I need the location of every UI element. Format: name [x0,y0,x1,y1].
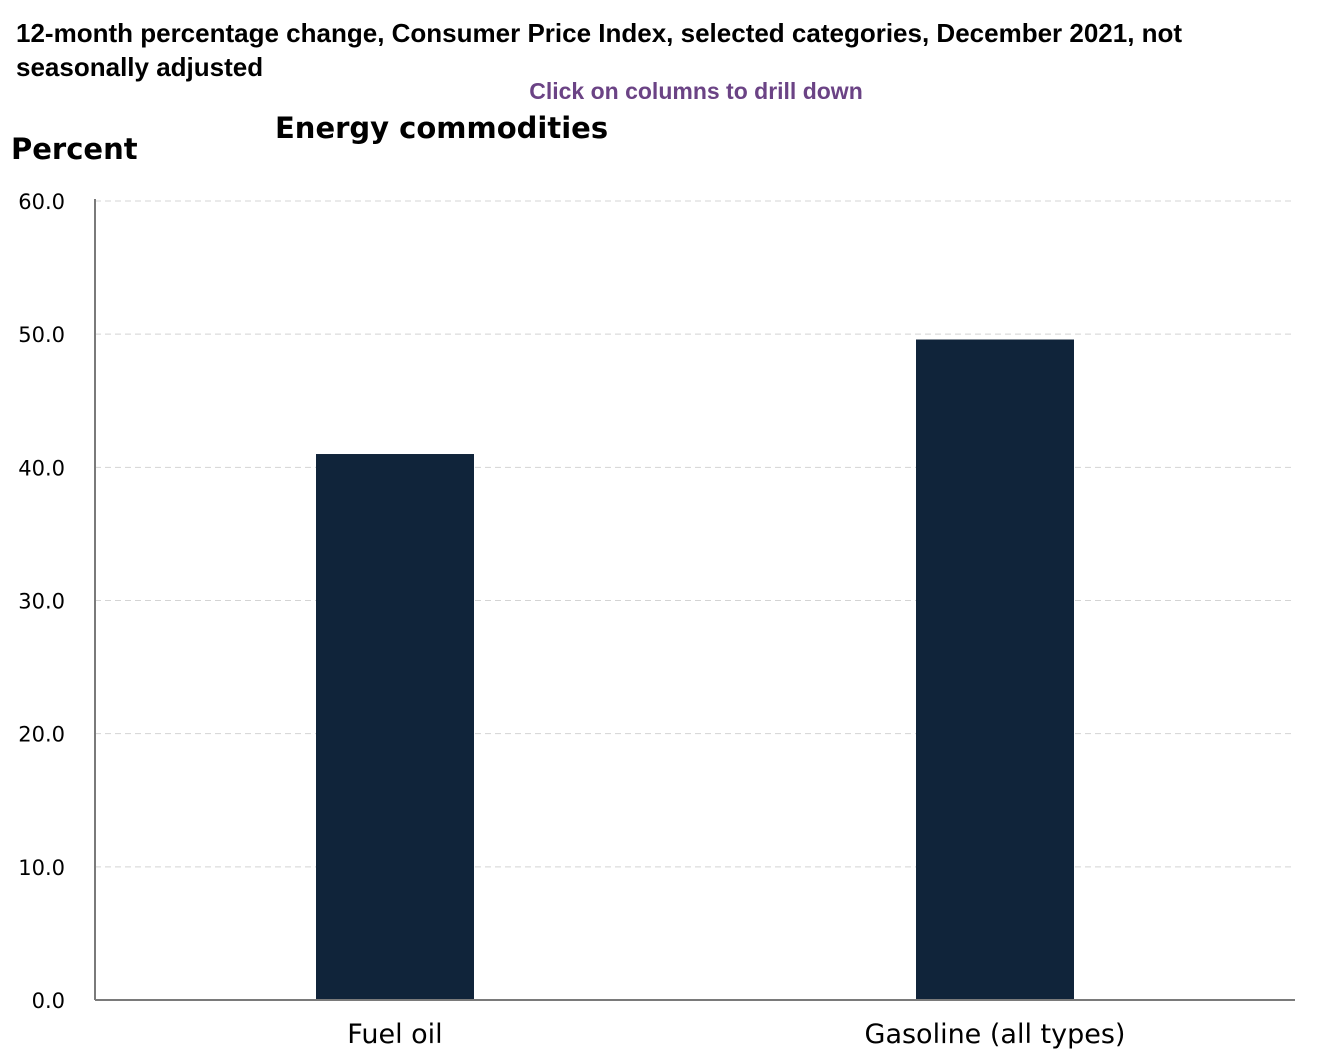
y-tick-label: 50.0 [18,323,65,347]
chart-subtitle: Energy commodities [275,111,609,145]
tick-labels: 0.0 10.0 20.0 30.0 40.0 50.0 60.0 Fuel oil Gasol… [18,190,1125,1050]
x-category-label: Gasoline (all types) [865,1019,1126,1050]
bar-gasoline-all-types[interactable] [916,339,1074,1000]
axes [94,199,1295,1001]
y-tick-label: 0.0 [32,989,65,1013]
bar-fuel-oil[interactable] [316,454,474,1000]
y-tick-label: 40.0 [18,456,65,480]
chart-title: 12-month percentage change, Consumer Pri… [16,18,1183,82]
gridlines [95,200,1295,868]
y-tick-label: 20.0 [18,723,65,747]
drill-down-hint: Click on columns to drill down [529,78,863,104]
y-tick-label: 10.0 [18,856,65,880]
bars [316,339,1074,1000]
x-category-label: Fuel oil [347,1019,442,1050]
y-tick-label: 30.0 [18,590,65,614]
y-tick-label: 60.0 [18,190,65,214]
y-axis-unit-label: Percent [11,132,138,166]
